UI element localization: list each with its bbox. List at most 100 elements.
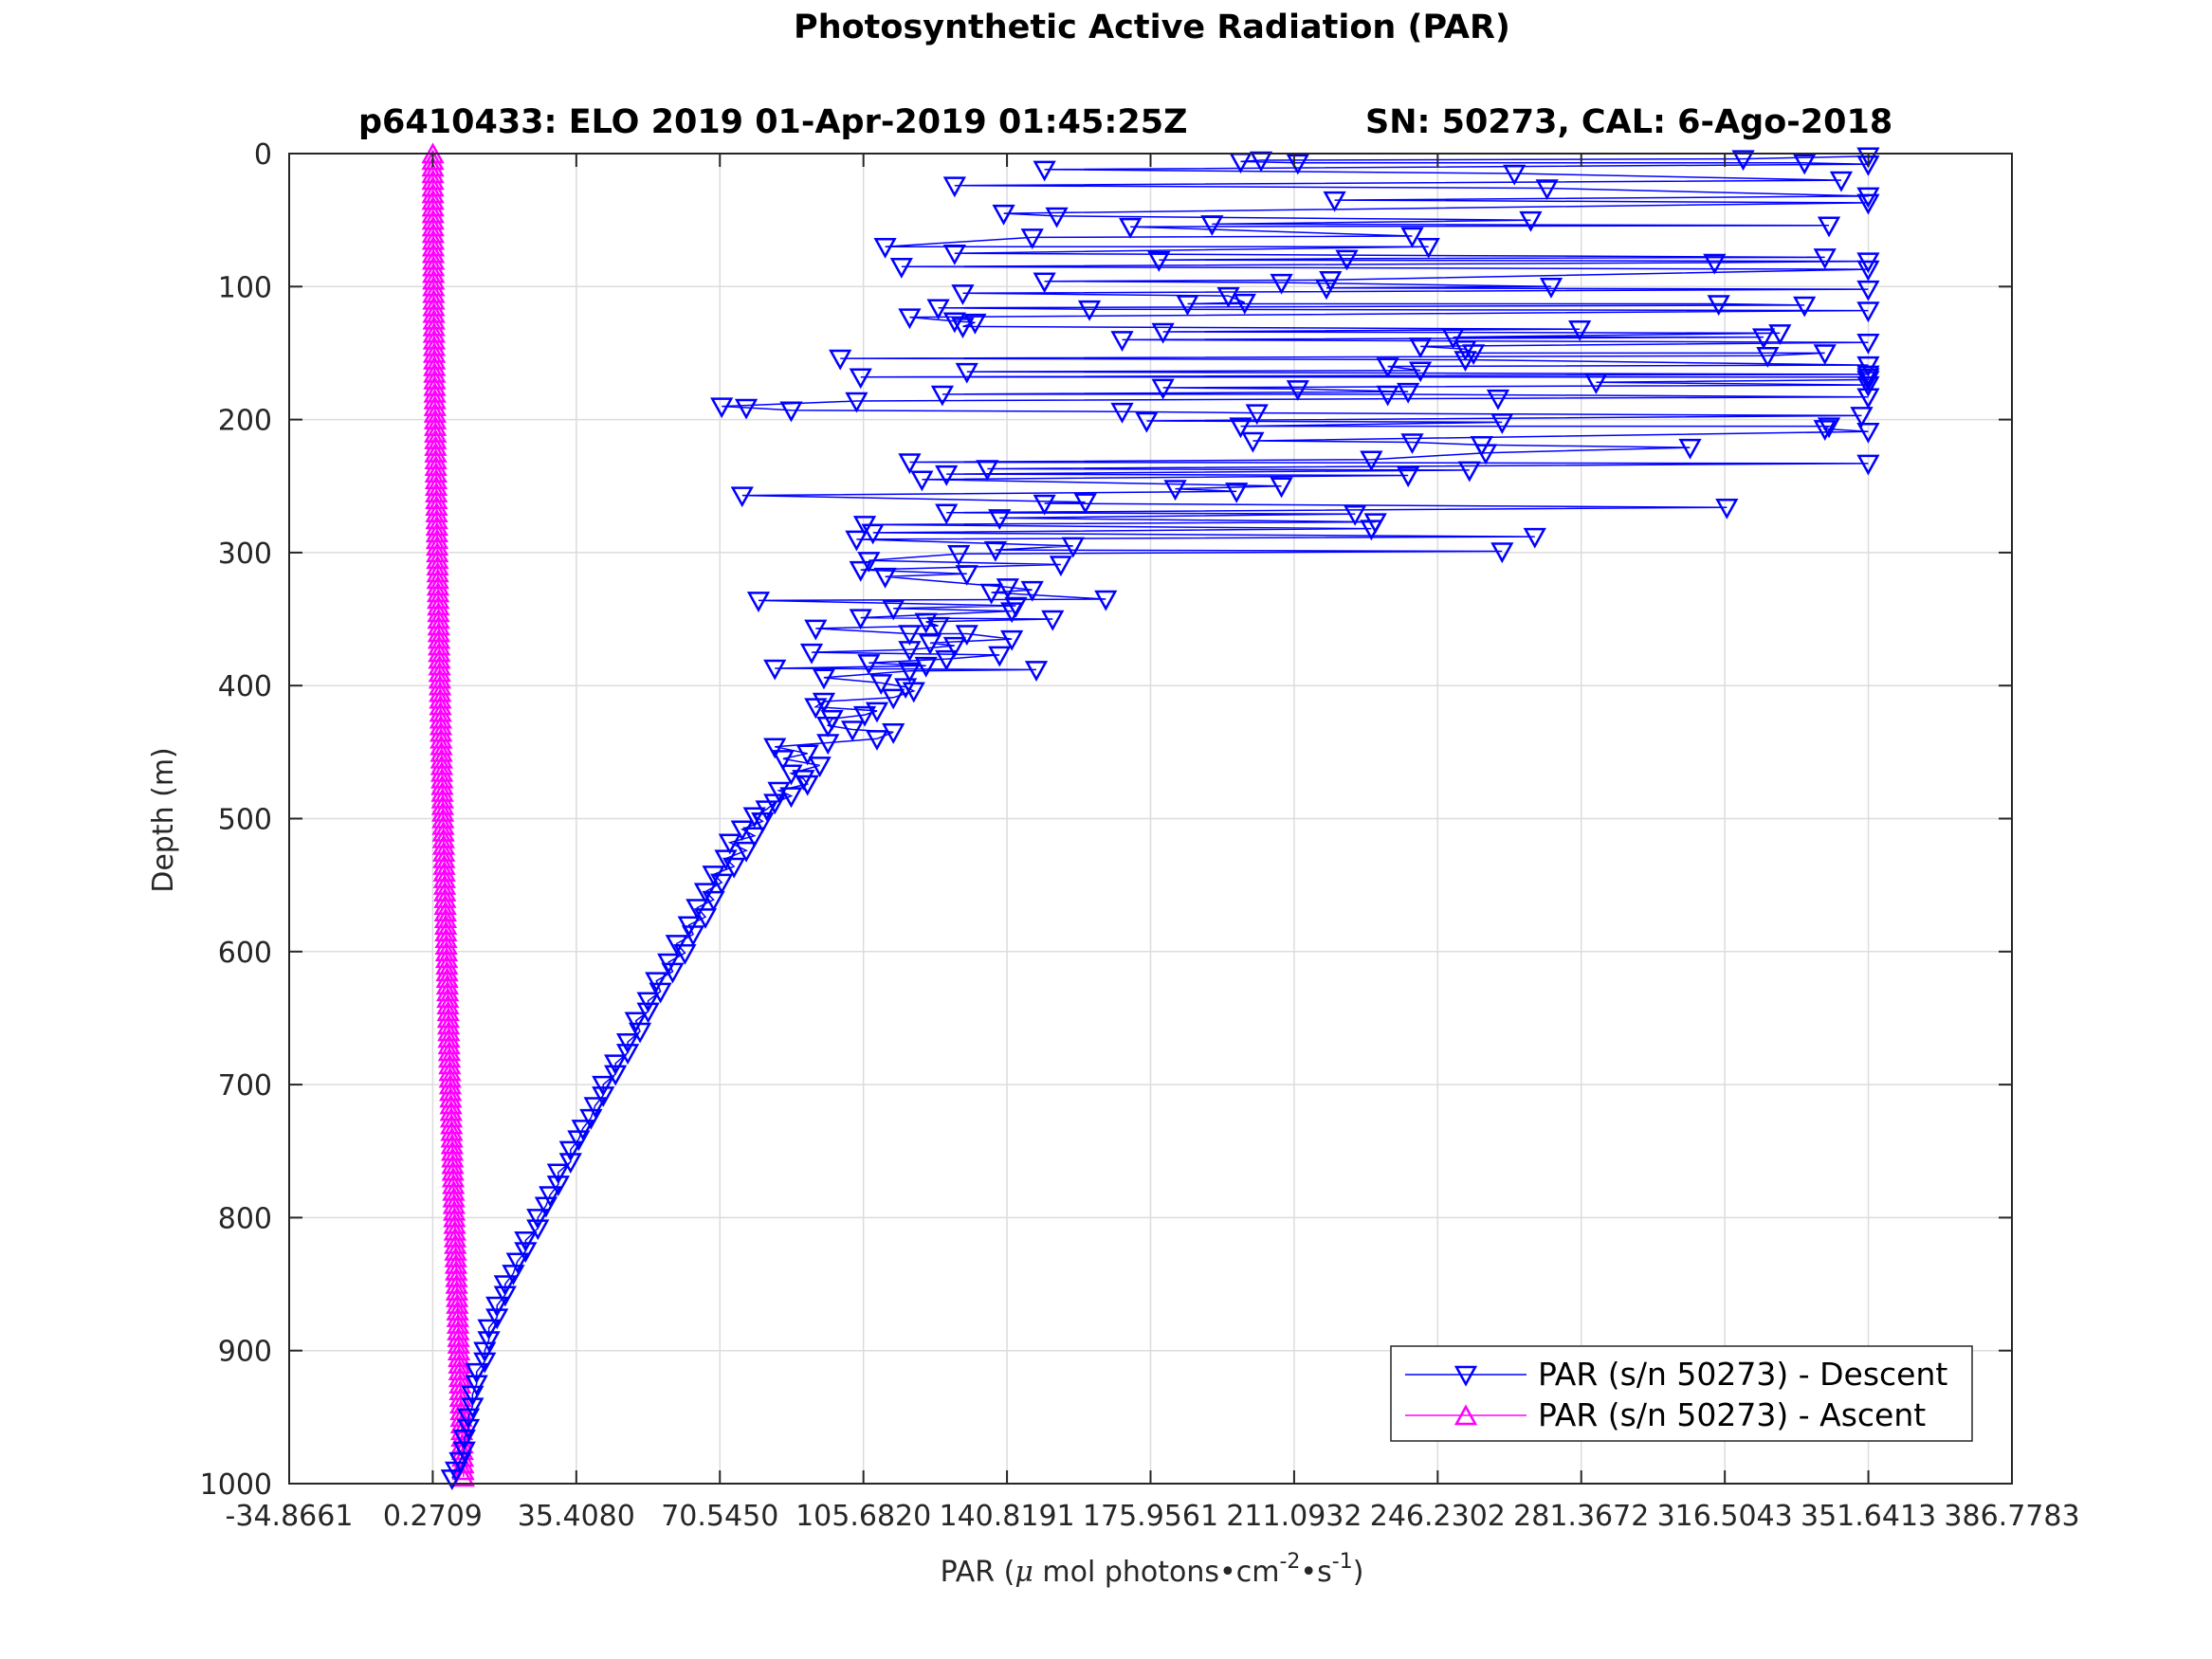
descent-point [1856,365,1880,387]
y-tick-label: 800 [218,1202,272,1235]
ascent-point [430,760,454,782]
x-axis-label-dot: • [1219,1556,1236,1589]
descent-point [440,1469,464,1490]
ascent-point [421,228,446,250]
descent-point [1856,454,1880,476]
ascent-point [448,1373,472,1395]
descent-point [1813,344,1837,366]
ascent-point [431,820,455,842]
chart-subtitle-left: p6410433: ELO 2019 01-Apr-2019 01:45:25Z [358,103,1187,141]
descent-point [988,509,1012,530]
descent-point [942,312,966,334]
descent-point [1225,483,1249,503]
descent-point [1813,420,1837,441]
descent-point [1856,301,1880,323]
descent-point [1400,433,1424,455]
descent-point [1397,466,1420,488]
ascent-point [422,308,446,330]
ascent-point [423,394,447,416]
ascent-point [430,793,455,815]
descent-point [746,592,771,612]
descent-point [1417,237,1440,259]
ascent-point [434,934,458,956]
descent-point [1033,272,1056,294]
ascent-point [439,1093,463,1115]
descent-point [918,634,942,655]
ascent-point [442,1173,466,1194]
descent-point [505,1252,529,1274]
ascent-point [448,1386,472,1408]
ascent-point [442,1179,466,1201]
y-tick-label: 200 [218,405,272,438]
descent-point [1024,661,1049,682]
descent-point [1486,389,1510,410]
ascent-point [426,541,449,563]
descent-point [751,812,775,833]
descent-point [624,1012,648,1033]
ascent-point [447,1340,471,1360]
descent-point [1061,537,1085,558]
descent-point [465,1375,488,1396]
descent-point [636,992,660,1013]
descent-point [1703,253,1727,275]
ascent-point [436,1000,460,1022]
ascent-point [421,149,445,171]
x-tick-label: 246.2302 [1370,1500,1506,1533]
descent-point [1793,296,1817,318]
descent-point [558,1140,582,1162]
ascent-point [424,435,448,456]
descent-point [615,1044,640,1066]
descent-point [1490,542,1514,564]
descent-point [935,649,959,671]
descent-point [1856,260,1880,282]
ascent-point [439,1100,463,1121]
descent-point [898,308,922,330]
ascent-point [427,608,450,629]
ascent-point [424,468,448,489]
ascent-point [442,1193,466,1214]
ascent-point [430,720,453,742]
ascent-point [425,528,449,550]
ascent-point [442,1186,466,1208]
x-tick-label: 140.8191 [940,1500,1075,1533]
ascent-point [422,282,446,303]
ascent-point [425,501,448,523]
descent-point [571,1120,594,1140]
descent-point [763,793,787,815]
ascent-point [445,1266,468,1287]
ascent-point [421,155,445,177]
ascent-point [438,1060,462,1082]
descent-point [592,1075,615,1097]
ascent-point [421,242,446,264]
descent-point [1856,187,1880,209]
ascent-point [435,980,460,1002]
ascent-point [424,448,448,469]
descent-point [1813,248,1837,270]
ascent-point [432,854,456,875]
ascent-point [435,954,459,975]
descent-point [1151,378,1175,400]
descent-point [485,1296,509,1318]
descent-point [1408,337,1433,359]
ascent-point [447,1326,470,1347]
descent-point [1376,357,1399,379]
ascent-point [434,914,458,935]
descent-point [951,284,975,305]
descent-point [1768,324,1792,345]
x-axis-label-part: cm [1236,1556,1280,1589]
chart-subtitle-right: SN: 50273, CAL: 6-Ago-2018 [1365,103,1892,141]
ascent-point [433,894,457,915]
descent-point [914,656,938,678]
descent-point [1751,328,1776,350]
descent-series [440,147,1880,1490]
ascent-point [429,707,452,729]
descent-point [1233,293,1256,315]
descent-point [710,873,734,895]
descent-point [718,833,741,855]
ascent-point [426,535,449,556]
ascent-point [436,994,460,1015]
ascent-point [427,628,451,649]
descent-point [645,972,668,994]
legend-ascent-label: PAR (s/n 50273) - Ascent [1538,1396,1926,1433]
descent-point [1856,375,1880,397]
